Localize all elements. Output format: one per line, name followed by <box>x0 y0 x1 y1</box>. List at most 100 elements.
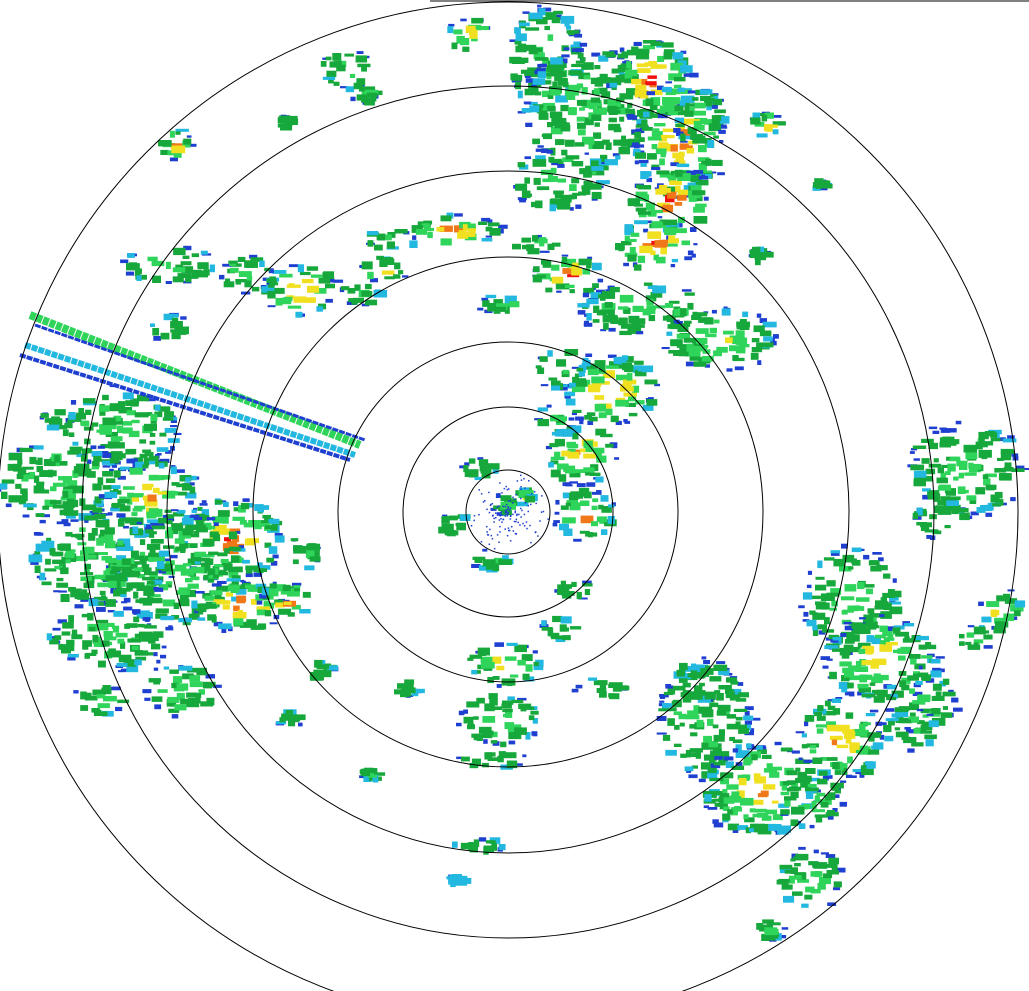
echo-cell <box>674 201 683 206</box>
echo-cell <box>596 289 605 295</box>
echo-cell <box>643 111 650 118</box>
echo-cell <box>471 669 478 675</box>
echo-cell <box>707 770 718 779</box>
echo-cell <box>981 616 992 623</box>
echo-cell <box>550 198 561 205</box>
echo-cell <box>551 635 565 640</box>
echo-cell <box>175 590 190 595</box>
echo-cell <box>117 453 126 459</box>
echo-cell <box>764 112 774 119</box>
echo-cell <box>600 495 609 502</box>
echo-cell <box>228 546 241 552</box>
echo-cell <box>829 735 843 741</box>
echo-cell <box>761 815 772 821</box>
echo-cell <box>794 875 802 880</box>
echo-cell <box>587 368 599 376</box>
clutter-speck <box>491 538 494 540</box>
echo-cell <box>819 876 831 885</box>
echo-cell <box>922 721 933 728</box>
echo-cell <box>135 268 142 274</box>
echo-cell <box>689 695 703 700</box>
echo-cell <box>617 306 629 310</box>
echo-cell <box>723 806 730 811</box>
echo-cell <box>579 419 584 425</box>
echo-cell <box>111 465 118 468</box>
echo-cell <box>167 150 174 156</box>
echo-cell <box>125 400 139 406</box>
echo-cell <box>609 361 623 369</box>
echo-cell <box>502 700 514 705</box>
echo-cell <box>287 118 299 125</box>
echo-cell <box>721 124 727 127</box>
echo-cell <box>98 660 106 668</box>
echo-cell <box>909 712 916 717</box>
echo-cell <box>623 307 631 314</box>
echo-cell <box>816 184 824 188</box>
echo-cell <box>469 654 482 659</box>
echo-cell <box>265 284 274 291</box>
echo-cell <box>567 107 577 115</box>
echo-cell <box>562 428 573 437</box>
echo-cell <box>153 336 161 341</box>
echo-cell <box>593 132 602 139</box>
echo-cell <box>149 547 156 554</box>
echo-cell <box>673 352 683 356</box>
echo-cell <box>366 92 378 98</box>
echo-cell <box>567 274 580 278</box>
echo-cell <box>791 750 800 754</box>
echo-cell <box>143 555 152 561</box>
echo-cell <box>652 128 660 136</box>
echo-cell <box>618 146 630 155</box>
echo-cell <box>567 84 581 91</box>
echo-cell <box>188 500 194 505</box>
echo-cell <box>169 669 179 674</box>
echo-cell <box>913 478 926 487</box>
echo-cell <box>730 795 739 801</box>
echo-cell <box>111 451 123 455</box>
echo-cell <box>101 687 112 695</box>
echo-cell <box>751 754 758 761</box>
echo-cell <box>161 563 174 572</box>
echo-cell <box>662 734 671 741</box>
echo-cell <box>958 472 965 479</box>
echo-cell <box>591 376 605 384</box>
echo-cell <box>538 112 549 120</box>
echo-cell <box>168 625 173 628</box>
echo-cell <box>131 512 138 517</box>
echo-cell <box>93 601 105 606</box>
echo-cell <box>273 584 286 592</box>
echo-cell <box>86 447 93 454</box>
echo-cell <box>781 784 787 791</box>
echo-cell <box>945 439 960 445</box>
echo-cell <box>750 823 758 830</box>
echo-cell <box>148 460 157 465</box>
echo-cell <box>701 355 714 362</box>
echo-cell <box>573 380 587 387</box>
echo-cell <box>551 17 561 24</box>
echo-cell <box>272 270 287 274</box>
echo-cell <box>347 288 356 294</box>
echo-cell <box>879 644 893 652</box>
echo-cell <box>622 379 637 385</box>
echo-cell <box>833 887 841 891</box>
echo-cell <box>601 529 608 535</box>
echo-cell <box>117 475 126 480</box>
echo-cell <box>569 207 574 211</box>
echo-cell <box>831 648 842 652</box>
echo-cell <box>50 418 63 426</box>
echo-cell <box>487 463 500 470</box>
echo-cell <box>693 110 706 116</box>
echo-cell <box>176 483 185 488</box>
echo-cell <box>344 53 354 57</box>
echo-cell <box>843 644 854 650</box>
echo-cell <box>162 599 176 607</box>
clutter-speck <box>495 517 497 519</box>
echo-cell <box>75 463 90 472</box>
echo-cell <box>52 559 66 565</box>
echo-cell <box>789 786 802 791</box>
echo-cell <box>871 689 880 695</box>
echo-cell <box>197 617 206 621</box>
echo-cell <box>679 143 689 148</box>
echo-cell <box>929 490 940 497</box>
